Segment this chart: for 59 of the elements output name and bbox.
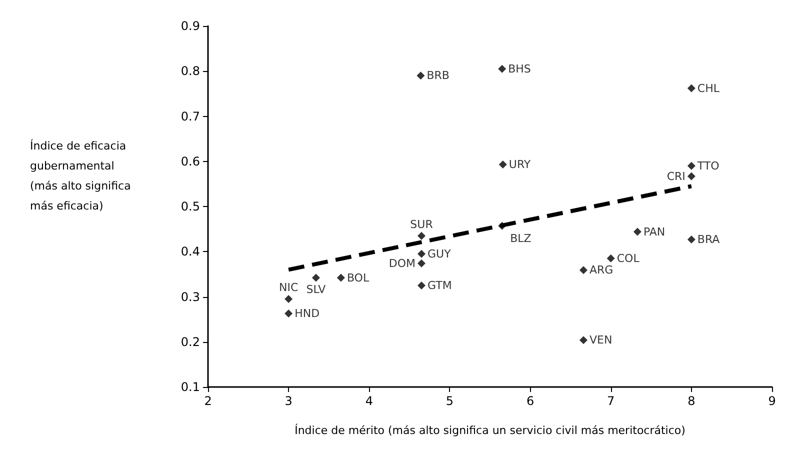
y-tick-label: 0.4 <box>180 244 200 259</box>
y-tick-label: 0.3 <box>180 290 200 304</box>
y-tick-label: 0.6 <box>180 154 200 168</box>
annotation: BHS <box>508 62 531 76</box>
point <box>687 162 696 170</box>
y-tick-label: 0.5 <box>180 200 200 214</box>
point <box>687 172 696 180</box>
y-tick-label: 0.2 <box>180 334 200 349</box>
point <box>418 281 426 290</box>
annotation: PAN <box>643 225 666 238</box>
x-tick-label: 4 <box>365 394 373 408</box>
annotation: GTM <box>428 278 452 292</box>
point <box>418 250 426 258</box>
y-axis-title: Índice de eficacia gubernamental (más alto significa más eficacia) <box>30 138 131 212</box>
annotation: COL <box>616 252 640 265</box>
point <box>579 266 588 274</box>
y-tick-label: 0.1 <box>180 380 200 394</box>
annotation: DOM <box>388 256 416 270</box>
point <box>418 259 426 268</box>
x-axis-title: Índice de mérito (más alto significa un servicio civil más meritocrático) <box>294 423 686 437</box>
x-tick-label: 8 <box>688 394 696 408</box>
annotation: ARG <box>589 264 614 277</box>
point <box>633 228 642 236</box>
y-tick-label: 0.8 <box>180 64 200 78</box>
point <box>312 274 320 282</box>
point <box>284 309 293 318</box>
point <box>416 72 425 80</box>
annotation: BRB <box>426 69 450 82</box>
annotation: URY <box>508 158 531 172</box>
annotation: HND <box>294 306 320 320</box>
point <box>498 160 507 169</box>
annotation: BRA <box>697 232 720 246</box>
point <box>498 222 506 230</box>
point <box>498 64 506 73</box>
annotation: SLV <box>306 282 326 296</box>
annotation: CHL <box>697 82 720 95</box>
annotation: BLZ <box>510 232 532 245</box>
x-tick-label: 7 <box>607 394 615 408</box>
point <box>336 274 345 282</box>
point <box>687 235 696 244</box>
annotation: SUR <box>410 218 434 231</box>
x-tick-label: 9 <box>768 394 776 408</box>
annotation: CRI <box>666 170 686 183</box>
annotation: BOL <box>346 271 370 284</box>
x-tick-label: 3 <box>284 394 292 408</box>
point <box>687 84 696 92</box>
point <box>579 336 588 344</box>
x-tick-label: 6 <box>526 394 534 408</box>
y-tick-label: 0.7 <box>180 109 200 124</box>
x-tick-label: 2 <box>204 394 212 408</box>
x-tick-label: 5 <box>446 394 454 408</box>
point <box>418 232 426 240</box>
annotation: NIC <box>278 281 298 294</box>
y-tick-label: 0.9 <box>180 19 200 33</box>
point <box>606 254 615 262</box>
point <box>284 295 293 304</box>
annotation: VEN <box>589 334 612 347</box>
annotation: TTO <box>696 159 720 172</box>
annotation: GUY <box>428 247 452 260</box>
